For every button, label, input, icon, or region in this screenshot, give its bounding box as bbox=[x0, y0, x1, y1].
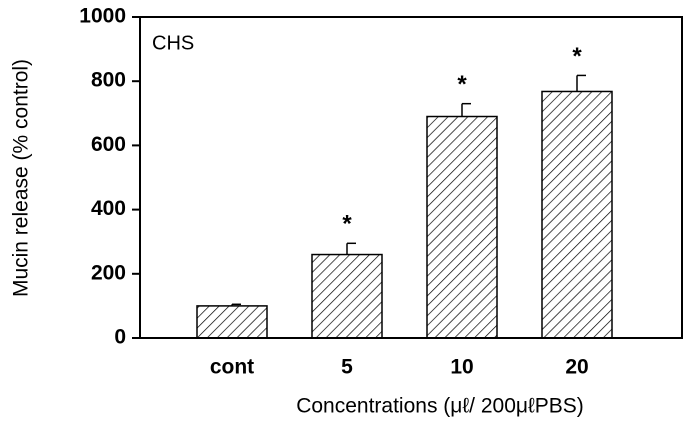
x-tick-label: cont bbox=[210, 356, 254, 379]
bar bbox=[426, 115, 498, 339]
y-tick-label: 800 bbox=[91, 69, 126, 92]
y-tick-label: 200 bbox=[91, 261, 126, 284]
significance-marker: * bbox=[572, 43, 582, 70]
plot-frame bbox=[139, 16, 683, 339]
panel-label: CHS bbox=[152, 32, 194, 54]
y-axis-label: Mucin release (% control) bbox=[10, 59, 33, 297]
y-tick-label: 400 bbox=[91, 197, 126, 220]
significance-marker: * bbox=[342, 211, 352, 238]
x-tick-label: 5 bbox=[341, 356, 353, 379]
x-tick-label: 10 bbox=[450, 356, 473, 379]
significance-marker: * bbox=[457, 71, 467, 98]
y-tick-label: 0 bbox=[114, 326, 126, 349]
x-tick-label: 20 bbox=[565, 356, 588, 379]
y-tick-label: 1000 bbox=[79, 5, 126, 28]
bar bbox=[541, 90, 613, 339]
bar bbox=[311, 253, 383, 339]
x-axis-label: Concentrations (μℓ/ 200μℓPBS) bbox=[296, 395, 584, 418]
bar bbox=[196, 305, 268, 339]
y-tick-label: 600 bbox=[91, 133, 126, 156]
